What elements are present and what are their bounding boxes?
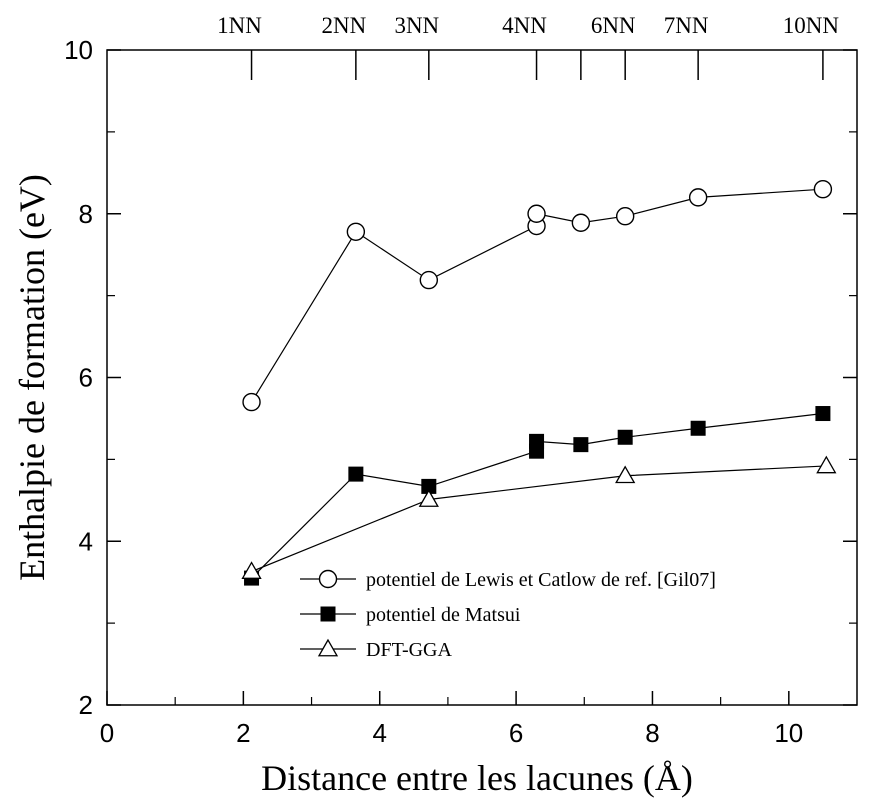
y-tick-label: 4: [79, 526, 93, 556]
data-point: [419, 270, 439, 290]
legend: potentiel de Lewis et Catlow de ref. [Gi…: [300, 569, 716, 661]
series-3: [241, 455, 837, 579]
data-point: [816, 455, 837, 474]
top-tick-label: 3NN: [394, 13, 439, 38]
data-point: [571, 213, 591, 232]
data-point: [573, 437, 589, 453]
legend-label: DFT-GGA: [366, 639, 452, 661]
data-point: [617, 429, 633, 445]
y-tick-label: 2: [79, 690, 93, 720]
x-tick-label: 8: [645, 718, 659, 748]
data-point: [418, 489, 439, 507]
legend-entry: DFT-GGA: [300, 638, 452, 661]
y-axis-title: Enthalpie de formation (eV): [12, 174, 52, 581]
data-point: [815, 406, 831, 422]
data-point: [241, 561, 262, 579]
top-tick-label: 2NN: [321, 13, 366, 38]
data-point: [242, 392, 261, 412]
data-point: [318, 569, 338, 589]
data-point: [320, 606, 336, 622]
x-tick-label: 6: [509, 718, 523, 748]
data-point: [690, 420, 706, 436]
data-point: [346, 222, 366, 241]
top-tick-label: 6NN: [591, 13, 636, 38]
x-tick-label: 4: [372, 718, 386, 748]
legend-entry: potentiel de Matsui: [300, 604, 521, 626]
data-point: [529, 433, 545, 449]
top-tick-label: 7NN: [664, 13, 709, 38]
data-point: [421, 478, 437, 494]
y-tick-label: 10: [64, 35, 93, 65]
data-point: [348, 466, 364, 482]
series-1: [242, 179, 833, 412]
top-tick-label: 10NN: [783, 13, 840, 38]
data-point: [527, 204, 546, 223]
series-2: [244, 406, 831, 586]
top-tick-label: 4NN: [502, 13, 547, 38]
data-point: [813, 179, 833, 199]
x-axis-title: Distance entre les lacunes (Å): [261, 758, 693, 798]
top-tick-label: 1NN: [217, 13, 262, 38]
data-point: [688, 188, 708, 207]
y-tick-label: 6: [79, 363, 93, 393]
legend-label: potentiel de Matsui: [366, 604, 521, 626]
series-layer: [241, 179, 837, 586]
x-tick-label: 2: [236, 718, 250, 748]
data-point: [615, 465, 636, 484]
data-point: [615, 207, 635, 226]
x-tick-label: 10: [774, 718, 803, 748]
y-tick-label: 8: [79, 199, 93, 229]
x-tick-label: 0: [100, 718, 114, 748]
legend-entry: potentiel de Lewis et Catlow de ref. [Gi…: [300, 569, 716, 591]
data-point: [317, 638, 339, 657]
plot-frame: [106, 49, 858, 706]
legend-label: potentiel de Lewis et Catlow de ref. [Gi…: [366, 569, 716, 591]
series-line: [251, 465, 827, 573]
